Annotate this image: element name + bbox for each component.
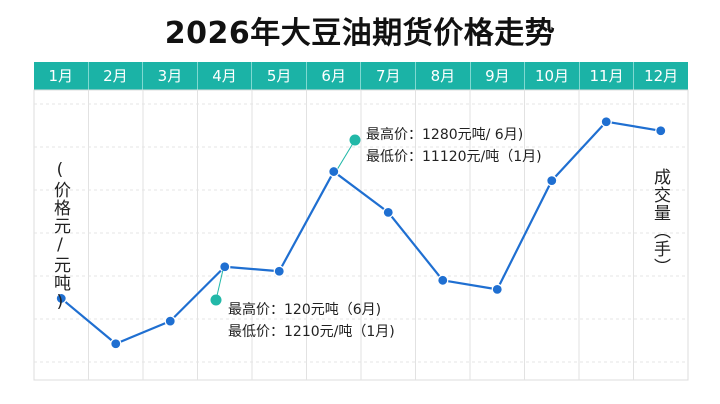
data-point — [491, 283, 503, 295]
data-point — [382, 206, 394, 218]
data-point — [273, 265, 285, 277]
month-header: 1月 2月 3月 4月 5月 6月 7月 8月 9月 10月 11月 12月 — [34, 62, 688, 90]
data-point — [655, 125, 667, 137]
x-tick-label: 2月 — [89, 62, 144, 90]
x-tick-label: 10月 — [525, 62, 580, 90]
data-point — [219, 261, 231, 273]
x-tick-label: 3月 — [143, 62, 198, 90]
annotation-top-line1: 最高价：1280元吨/ 6月) — [366, 127, 524, 143]
annotation-top-line2: 最低价：11120元/吨（1月) — [366, 149, 542, 165]
annotation-top: 最高价：1280元吨/ 6月) 最低价：11120元/吨（1月) — [366, 124, 542, 168]
x-tick-label: 11月 — [580, 62, 635, 90]
data-point — [55, 292, 67, 305]
annotation-bottom: 最高价：120元吨（6月) 最低价：1210元/吨（1月) — [228, 299, 395, 343]
data-point — [164, 315, 176, 327]
x-tick-label: 4月 — [198, 62, 253, 90]
x-tick-label: 6月 — [307, 62, 362, 90]
x-tick-label: 12月 — [644, 67, 679, 85]
data-point — [546, 175, 558, 187]
annotation-bottom-line1: 最高价：120元吨（6月) — [228, 302, 382, 318]
x-tick-label: 9月 — [471, 62, 526, 90]
data-point — [600, 116, 612, 128]
data-point — [328, 165, 340, 178]
annotation-marker — [210, 294, 222, 306]
x-tick-label: 5月 — [252, 62, 307, 90]
data-point — [110, 338, 122, 350]
series-line — [60, 120, 661, 345]
x-tick-label: 1月 — [34, 62, 89, 90]
chart-title: 2026年大豆油期货价格走势 — [164, 16, 556, 51]
x-tick-label: 8月 — [416, 62, 471, 90]
y-axis-label-left: (价格元/元吨) — [50, 160, 70, 313]
annotation-marker — [349, 134, 361, 146]
annotation-bottom-line2: 最低价：1210元/吨（1月) — [228, 324, 395, 340]
annotation-connector — [337, 139, 356, 169]
x-tick-label: 7月 — [361, 62, 417, 90]
data-point — [437, 274, 449, 286]
y-axis-label-right: 成交量（手） — [650, 168, 670, 276]
